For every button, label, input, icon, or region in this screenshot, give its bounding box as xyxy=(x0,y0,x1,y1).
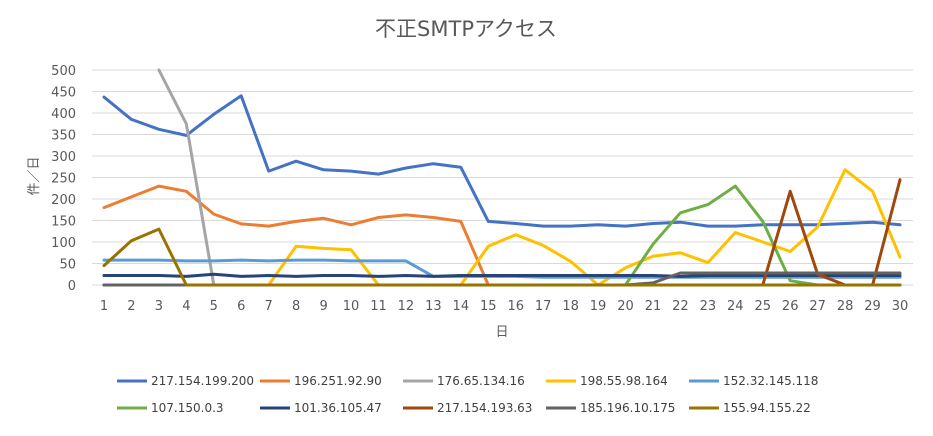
x-tick-label: 27 xyxy=(809,299,826,314)
x-tick-label: 22 xyxy=(672,299,689,314)
legend-label: 101.36.105.47 xyxy=(294,401,382,415)
chart-title: 不正SMTPアクセス xyxy=(375,17,557,41)
legend-item: 155.94.155.22 xyxy=(689,401,811,415)
x-axis-title: 日 xyxy=(495,325,508,340)
y-tick-label: 50 xyxy=(59,258,76,273)
y-tick-label: 350 xyxy=(51,129,76,144)
legend-label: 152.32.145.118 xyxy=(723,374,818,388)
y-tick-label: 500 xyxy=(51,64,76,79)
legend-label: 185.196.10.175 xyxy=(580,401,675,415)
y-tick-label: 0 xyxy=(68,279,76,294)
x-axis-ticks: 1 2 3 4 5 6 7 8 9 10 11 12 13 14 15 16 17 18 19 20 21 22 23 24 2… xyxy=(100,299,908,314)
legend-item: 185.196.10.175 xyxy=(546,401,675,415)
y-tick-label: 200 xyxy=(51,193,76,208)
legend-label: 176.65.134.16 xyxy=(437,374,525,388)
y-tick-label: 150 xyxy=(51,215,76,230)
legend-item: 217.154.193.63 xyxy=(403,401,532,415)
series-line-8 xyxy=(102,178,902,287)
legend-label: 217.154.193.63 xyxy=(437,401,532,415)
x-tick-label: 24 xyxy=(727,299,744,314)
x-tick-label: 26 xyxy=(782,299,799,314)
legend-label: 107.150.0.3 xyxy=(151,401,224,415)
series-line-10 xyxy=(102,227,902,287)
legend: 217.154.199.200 196.251.92.90 176.65.134.1… xyxy=(117,374,818,415)
x-tick-label: 21 xyxy=(645,299,662,314)
x-tick-label: 15 xyxy=(480,299,497,314)
x-tick-label: 1 xyxy=(100,299,108,314)
legend-item: 217.154.199.200 xyxy=(117,374,254,388)
x-tick-label: 25 xyxy=(754,299,771,314)
y-axis-ticks: 0 50 100 150 200 250 300 350 400 450 500 xyxy=(51,64,76,294)
x-tick-label: 20 xyxy=(617,299,634,314)
legend-item: 101.36.105.47 xyxy=(260,401,382,415)
x-tick-label: 29 xyxy=(864,299,881,314)
legend-item: 196.251.92.90 xyxy=(260,374,382,388)
x-tick-label: 9 xyxy=(319,299,327,314)
x-tick-label: 28 xyxy=(837,299,854,314)
x-tick-label: 23 xyxy=(700,299,717,314)
x-tick-label: 8 xyxy=(292,299,300,314)
x-tick-label: 7 xyxy=(265,299,273,314)
y-axis-title: 件／日 xyxy=(27,156,42,195)
series-lines xyxy=(102,68,902,287)
series-line-1 xyxy=(102,94,902,228)
x-tick-label: 30 xyxy=(892,299,909,314)
x-tick-label: 11 xyxy=(370,299,387,314)
x-tick-label: 13 xyxy=(425,299,442,314)
x-tick-label: 2 xyxy=(127,299,135,314)
series-line-7 xyxy=(102,272,902,278)
x-tick-label: 19 xyxy=(590,299,607,314)
x-tick-label: 18 xyxy=(562,299,579,314)
x-tick-label: 5 xyxy=(210,299,218,314)
y-tick-label: 300 xyxy=(51,150,76,165)
x-tick-label: 6 xyxy=(237,299,245,314)
x-tick-label: 4 xyxy=(182,299,190,314)
legend-item: 107.150.0.3 xyxy=(117,401,224,415)
x-tick-label: 12 xyxy=(398,299,415,314)
legend-item: 198.55.98.164 xyxy=(546,374,668,388)
x-tick-label: 16 xyxy=(507,299,524,314)
x-tick-label: 10 xyxy=(343,299,360,314)
x-tick-label: 3 xyxy=(155,299,163,314)
legend-item: 152.32.145.118 xyxy=(689,374,818,388)
gridlines xyxy=(92,69,913,286)
y-tick-label: 250 xyxy=(51,172,76,187)
y-tick-label: 400 xyxy=(51,107,76,122)
series-line-2 xyxy=(102,184,902,287)
legend-item: 176.65.134.16 xyxy=(403,374,525,388)
y-tick-label: 100 xyxy=(51,236,76,251)
y-tick-label: 450 xyxy=(51,86,76,101)
series-line-6 xyxy=(102,184,902,287)
legend-label: 155.94.155.22 xyxy=(723,401,811,415)
x-tick-label: 14 xyxy=(453,299,470,314)
legend-label: 198.55.98.164 xyxy=(580,374,668,388)
legend-label: 196.251.92.90 xyxy=(294,374,382,388)
x-tick-label: 17 xyxy=(535,299,552,314)
legend-label: 217.154.199.200 xyxy=(151,374,254,388)
